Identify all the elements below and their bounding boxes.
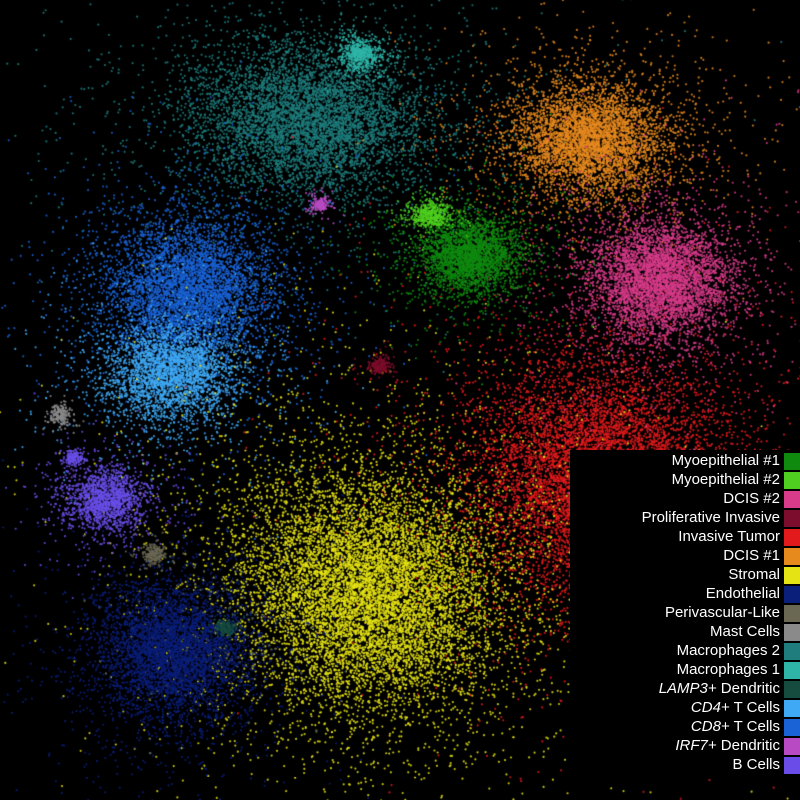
legend-swatch [784,548,800,565]
legend-row: Myoepithelial #2 [576,471,800,490]
legend-swatch [784,738,800,755]
legend-label: CD4+ T Cells [691,699,784,718]
legend-swatch [784,643,800,660]
legend-swatch [784,453,800,470]
legend-row: Endothelial [576,585,800,604]
legend-row: Perivascular-Like [576,604,800,623]
legend-swatch [784,510,800,527]
legend-row: DCIS #2 [576,490,800,509]
legend-row: Macrophages 2 [576,642,800,661]
legend-swatch [784,472,800,489]
legend-row: Stromal [576,566,800,585]
legend-label: B Cells [732,756,784,775]
legend-swatch [784,757,800,774]
legend-label: Myoepithelial #2 [672,471,784,490]
legend-label: Mast Cells [710,623,784,642]
legend-swatch [784,491,800,508]
legend-label: IRF7+ Dendritic [675,737,784,756]
legend-row: Macrophages 1 [576,661,800,680]
legend-swatch [784,567,800,584]
legend-label: DCIS #1 [723,547,784,566]
legend-swatch [784,586,800,603]
legend-swatch [784,662,800,679]
legend-row: CD4+ T Cells [576,699,800,718]
legend-row: Mast Cells [576,623,800,642]
legend: Myoepithelial #1Myoepithelial #2DCIS #2P… [570,450,800,777]
scatter-plot-container: Myoepithelial #1Myoepithelial #2DCIS #2P… [0,0,800,800]
legend-label: Endothelial [706,585,784,604]
legend-swatch [784,719,800,736]
legend-label: DCIS #2 [723,490,784,509]
legend-row: B Cells [576,756,800,775]
legend-row: LAMP3+ Dendritic [576,680,800,699]
legend-swatch [784,605,800,622]
legend-row: IRF7+ Dendritic [576,737,800,756]
legend-row: Invasive Tumor [576,528,800,547]
legend-label: Proliferative Invasive [642,509,784,528]
legend-label: Perivascular-Like [665,604,784,623]
legend-swatch [784,700,800,717]
legend-swatch [784,681,800,698]
legend-label: CD8+ T Cells [691,718,784,737]
legend-label: Macrophages 2 [677,642,784,661]
legend-row: CD8+ T Cells [576,718,800,737]
legend-label: Macrophages 1 [677,661,784,680]
legend-label: Stromal [728,566,784,585]
legend-label: LAMP3+ Dendritic [659,680,784,699]
legend-label: Invasive Tumor [678,528,784,547]
legend-row: Proliferative Invasive [576,509,800,528]
legend-row: DCIS #1 [576,547,800,566]
legend-swatch [784,529,800,546]
legend-swatch [784,624,800,641]
legend-label: Myoepithelial #1 [672,452,784,471]
legend-row: Myoepithelial #1 [576,452,800,471]
